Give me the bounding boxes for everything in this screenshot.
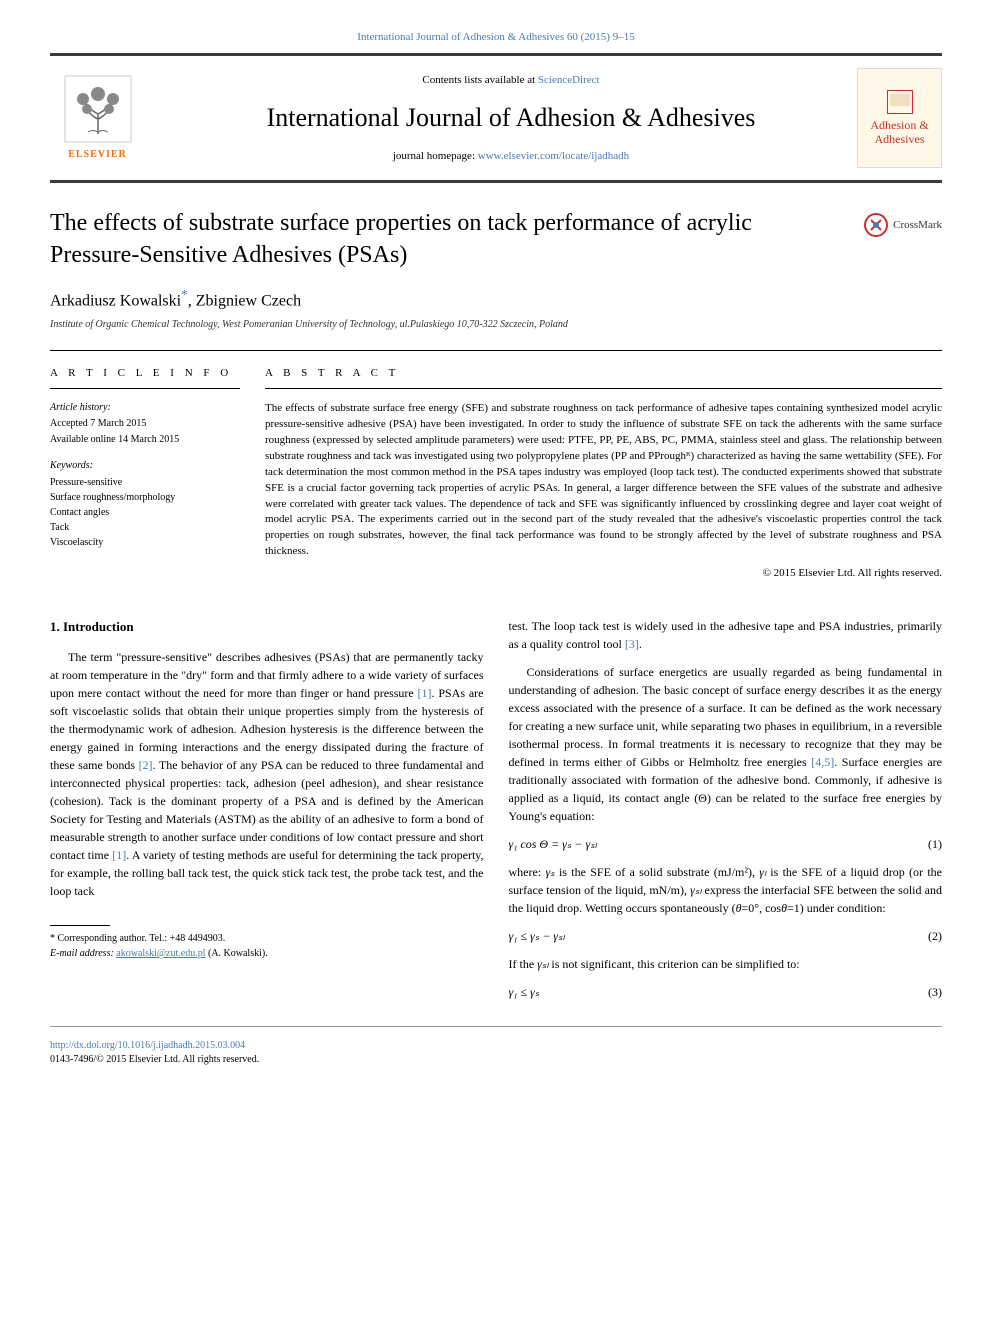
info-heading: A R T I C L E I N F O <box>50 366 240 388</box>
footer-copyright: 0143-7496/© 2015 Elsevier Ltd. All right… <box>50 1053 942 1067</box>
cover-line2: Adhesives <box>870 132 928 146</box>
email-suffix: (A. Kowalski). <box>206 948 268 959</box>
article-info: A R T I C L E I N F O Article history: A… <box>50 366 265 581</box>
doi-link[interactable]: http://dx.doi.org/10.1016/j.ijadhadh.201… <box>50 1040 245 1051</box>
homepage-prefix: journal homepage: <box>393 150 478 162</box>
section-heading: 1. Introduction <box>50 617 484 637</box>
paragraph: test. The loop tack test is widely used … <box>509 617 943 653</box>
corresponding-author: * Corresponding author. Tel.: +48 449490… <box>50 931 484 946</box>
abstract-heading: A B S T R A C T <box>265 366 942 388</box>
equation-text: γ₁ cos Θ = γₛ − γₛₗ <box>509 835 597 853</box>
paragraph: The term "pressure-sensitive" describes … <box>50 648 484 900</box>
cover-line1: Adhesion & <box>870 118 928 132</box>
crossmark-badge[interactable]: CrossMark <box>864 213 942 237</box>
keyword: Surface roughness/morphology <box>50 491 240 505</box>
keyword: Viscoelascity <box>50 536 240 550</box>
paragraph: where: γₛ is the SFE of a solid substrat… <box>509 863 943 917</box>
author-2: , Zbigniew Czech <box>188 292 301 309</box>
author-1: Arkadiusz Kowalski <box>50 292 181 309</box>
body-columns: 1. Introduction The term "pressure-sensi… <box>50 617 942 1027</box>
crossmark-icon <box>864 213 888 237</box>
contents-line: Contents lists available at ScienceDirec… <box>165 73 857 88</box>
online-date: Available online 14 March 2015 <box>50 433 240 447</box>
elsevier-tree-icon <box>63 74 133 144</box>
equation-text: γ₁ ≤ γₛ − γₛₗ <box>509 927 565 945</box>
authors: Arkadiusz Kowalski*, Zbigniew Czech <box>50 286 942 313</box>
equation-number: (3) <box>928 983 942 1001</box>
equation-text: γ₁ ≤ γₛ <box>509 983 540 1001</box>
sciencedirect-link[interactable]: ScienceDirect <box>538 74 600 86</box>
ref-link[interactable]: [4,5] <box>811 755 834 769</box>
journal-cover: Adhesion & Adhesives <box>857 68 942 168</box>
article-title: The effects of substrate surface propert… <box>50 208 844 270</box>
equation-3: γ₁ ≤ γₛ (3) <box>509 983 943 1001</box>
masthead-center: Contents lists available at ScienceDirec… <box>165 73 857 164</box>
abstract-copyright: © 2015 Elsevier Ltd. All rights reserved… <box>265 566 942 581</box>
header-citation: International Journal of Adhesion & Adhe… <box>50 30 942 45</box>
keywords-heading: Keywords: <box>50 459 240 473</box>
history-heading: Article history: <box>50 401 240 415</box>
ref-link[interactable]: [1] <box>418 686 432 700</box>
homepage-link[interactable]: www.elsevier.com/locate/ijadhadh <box>478 150 629 162</box>
journal-homepage: journal homepage: www.elsevier.com/locat… <box>165 149 857 164</box>
column-left: 1. Introduction The term "pressure-sensi… <box>50 617 484 1011</box>
ref-link[interactable]: [1] <box>112 848 126 862</box>
equation-1: γ₁ cos Θ = γₛ − γₛₗ (1) <box>509 835 943 853</box>
ref-link[interactable]: [2] <box>139 758 153 772</box>
masthead: ELSEVIER Contents lists available at Sci… <box>50 53 942 183</box>
equation-2: γ₁ ≤ γₛ − γₛₗ (2) <box>509 927 943 945</box>
keyword: Tack <box>50 521 240 535</box>
footer: http://dx.doi.org/10.1016/j.ijadhadh.201… <box>50 1039 942 1067</box>
footnote: * Corresponding author. Tel.: +48 449490… <box>50 925 484 961</box>
crossmark-text: CrossMark <box>893 218 942 233</box>
abstract-text: The effects of substrate surface free en… <box>265 401 942 560</box>
journal-name: International Journal of Adhesion & Adhe… <box>165 100 857 136</box>
accepted-date: Accepted 7 March 2015 <box>50 417 240 431</box>
email-label: E-mail address: <box>50 948 116 959</box>
keyword: Contact angles <box>50 506 240 520</box>
elsevier-text: ELSEVIER <box>68 148 127 162</box>
elsevier-logo: ELSEVIER <box>50 68 145 168</box>
contents-prefix: Contents lists available at <box>422 74 537 86</box>
ref-link[interactable]: [3] <box>625 637 639 651</box>
keyword: Pressure-sensitive <box>50 476 240 490</box>
equation-number: (1) <box>928 835 942 853</box>
cover-icon <box>890 94 910 106</box>
corresponding-mark: * <box>181 287 188 302</box>
email-link[interactable]: akowalski@zut.edu.pl <box>116 948 205 959</box>
paragraph: Considerations of surface energetics are… <box>509 663 943 825</box>
affiliation: Institute of Organic Chemical Technology… <box>50 318 942 332</box>
paragraph: If the γₛₗ is not significant, this crit… <box>509 955 943 973</box>
abstract: A B S T R A C T The effects of substrate… <box>265 366 942 581</box>
equation-number: (2) <box>928 927 942 945</box>
column-right: test. The loop tack test is widely used … <box>509 617 943 1011</box>
